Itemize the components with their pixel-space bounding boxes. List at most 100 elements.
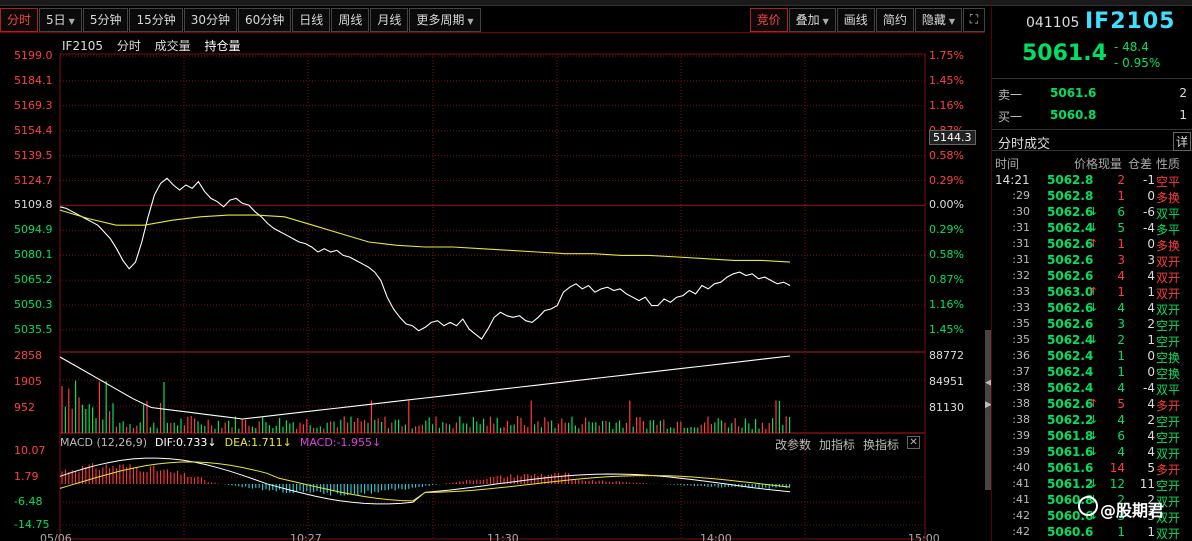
toolbar-button[interactable]: 月线: [370, 7, 409, 32]
trade-row[interactable]: :37 5062.4 1 0 空换: [992, 365, 1192, 381]
toolbar-button[interactable]: 周线: [331, 7, 370, 32]
trade-volume: 1: [1117, 285, 1125, 299]
trade-volume: 1: [1117, 365, 1125, 379]
detail-button[interactable]: 详: [1172, 132, 1191, 151]
trade-oi-change: 1: [1147, 333, 1155, 347]
macd-label[interactable]: MACD (12,26,9): [60, 436, 148, 449]
trade-arrow-icon: ↓: [1089, 301, 1099, 314]
toolbar-button[interactable]: 叠加 ▼: [788, 7, 836, 32]
trade-type: 空开: [1156, 431, 1181, 445]
price-tick-left: 5080.1: [14, 248, 53, 262]
toolbar-button-label: 月线: [377, 12, 402, 27]
trade-arrow-icon: ↓: [1089, 429, 1099, 442]
trade-oi-change: 11: [1139, 477, 1155, 491]
price-change-pct: - 0.95%: [1114, 56, 1161, 70]
expand-left-icon[interactable]: ◀: [985, 378, 992, 388]
trade-oi-change: -4: [1143, 221, 1155, 235]
trade-row[interactable]: :38 5062.6 ↑ 5 4 多开: [992, 397, 1192, 413]
toolbar-button[interactable]: 60分钟: [238, 7, 292, 32]
chart-item-timeshare[interactable]: 分时: [116, 39, 141, 53]
expand-right-icon[interactable]: ▶: [985, 400, 992, 410]
trade-price: 5062.6: [1047, 397, 1094, 411]
chart-item-open-interest[interactable]: 持仓量: [204, 39, 241, 53]
switch-indicator-button[interactable]: 换指标: [863, 438, 900, 452]
trade-row[interactable]: :35 5062.6 3 2 空开: [992, 317, 1192, 333]
trade-row[interactable]: :35 5062.4 ↓ 2 1 空开: [992, 333, 1192, 349]
trade-row[interactable]: :33 5063.0 ↑ 1 1 双开: [992, 285, 1192, 301]
period-toolbar: 分时 5日 ▼ 5分钟 15分钟 30分钟 60分钟 日线 周线 月线 更多周期 ▼ 竞价 叠加 ▼ 画线 简约…: [0, 7, 985, 33]
toolbar-button[interactable]: 简约: [875, 7, 914, 32]
toolbar-button[interactable]: 日线: [292, 7, 331, 32]
trade-volume: 2: [1117, 493, 1125, 507]
price-tick-left: 5154.4: [14, 123, 53, 137]
price-tick-left: 5184.1: [14, 73, 53, 87]
close-icon[interactable]: ✕: [907, 436, 921, 449]
trade-time: :30: [1012, 205, 1030, 218]
ask-row[interactable]: 卖一 5061.6 2: [992, 83, 1192, 103]
quote-panel: 041105 IF2105 5061.4 - 48.4 - 0.95% 卖一 5…: [991, 7, 1192, 541]
col-volume: 现量: [1098, 157, 1123, 171]
trade-arrow-icon: ↓: [1089, 221, 1099, 234]
expand-icon[interactable]: ⛶: [963, 7, 985, 32]
toolbar-button[interactable]: 30分钟: [183, 7, 238, 32]
trade-row[interactable]: 14:21 5062.8 2 -1 空平: [992, 173, 1192, 189]
toolbar-button[interactable]: 竞价: [749, 7, 788, 32]
toolbar-button[interactable]: 更多周期 ▼: [409, 7, 481, 32]
price-tick-right: 1.16%: [929, 298, 964, 311]
time-tick: 14:00: [700, 532, 732, 541]
trade-row[interactable]: :39 5061.6 ↓ 4 4 双开: [992, 445, 1192, 461]
trade-row[interactable]: :42 5060.6 1 1 双开: [992, 525, 1192, 541]
chart-item-volume[interactable]: 成交量: [154, 39, 191, 53]
chart-symbol: IF2105: [62, 39, 103, 53]
trade-row[interactable]: :39 5061.8 ↓ 6 4 空开: [992, 429, 1192, 445]
price-tick-right: 0.00%: [929, 198, 964, 212]
trade-row[interactable]: :40 5061.6 14 5 多开: [992, 461, 1192, 477]
ask-price: 5061.6: [1050, 86, 1097, 100]
oi-tick: 88772: [929, 349, 964, 362]
trade-type: 双平: [1156, 383, 1181, 397]
time-tick: 15:00: [908, 532, 940, 541]
trade-volume: 1: [1117, 525, 1125, 539]
bid-row[interactable]: 买一 5060.8 1: [992, 105, 1192, 125]
last-price: 5061.4: [1022, 41, 1107, 66]
trades-list[interactable]: 14:21 5062.8 2 -1 空平:29 5062.8 1 0 多换:30 5062.6 ↓ 6…: [992, 173, 1192, 541]
bid-price: 5060.8: [1050, 108, 1097, 122]
average-price-line: [59, 209, 791, 263]
add-indicator-button[interactable]: 加指标: [819, 438, 856, 452]
toolbar-button-label: 30分钟: [190, 12, 231, 27]
trade-type: 空开: [1156, 479, 1181, 493]
price-tick-right: 1.45%: [929, 73, 964, 87]
trade-row[interactable]: :38 5062.2 ↓ 4 2 空开: [992, 413, 1192, 429]
price-tick-right: 1.16%: [929, 98, 964, 112]
change-params-button[interactable]: 改参数: [775, 438, 812, 452]
volume-tick: 952: [14, 401, 35, 414]
trade-row[interactable]: :33 5062.6 ↓ 4 4 双开: [992, 301, 1192, 317]
trade-row[interactable]: :32 5062.6 4 4 双开: [992, 269, 1192, 285]
trade-row[interactable]: :38 5062.4 4 -4 双平: [992, 381, 1192, 397]
toolbar-button[interactable]: 画线: [836, 7, 875, 32]
toolbar-button[interactable]: 分时: [0, 7, 39, 32]
trade-price: 5062.4: [1047, 333, 1094, 347]
trade-oi-change: 1: [1147, 525, 1155, 539]
toolbar-button[interactable]: 15分钟: [129, 7, 183, 32]
trade-row[interactable]: :41 5061.2 ↓ 12 11 空开: [992, 477, 1192, 493]
trade-oi-change: 4: [1147, 269, 1155, 283]
trade-time: :42: [1012, 525, 1030, 538]
time-tick: 10:27: [290, 532, 322, 541]
toolbar-button[interactable]: 5日 ▼: [39, 7, 82, 32]
trade-row[interactable]: :29 5062.8 1 0 多换: [992, 189, 1192, 205]
toolbar-button[interactable]: 5分钟: [82, 7, 129, 32]
trade-row[interactable]: :31 5062.6 3 3 双开: [992, 253, 1192, 269]
trade-row[interactable]: :30 5062.6 ↓ 6 -6 双平: [992, 205, 1192, 221]
caret-down-icon: ▼: [467, 16, 474, 26]
trade-price: 5063.0: [1047, 285, 1094, 299]
toolbar-button[interactable]: 隐藏 ▼: [914, 7, 962, 32]
panel-scrollbar[interactable]: [985, 330, 991, 490]
watermark: @股期君: [1100, 501, 1165, 520]
macd-dea: DEA:1.711↓: [224, 436, 292, 449]
trade-row[interactable]: :36 5062.4 1 0 空换: [992, 349, 1192, 365]
bid-qty: 1: [1179, 108, 1187, 122]
price-tick-left: 5094.9: [14, 223, 53, 237]
trade-row[interactable]: :31 5062.4 ↓ 5 -4 多平: [992, 221, 1192, 237]
trade-row[interactable]: :31 5062.6 ↑ 1 0 多换: [992, 237, 1192, 253]
